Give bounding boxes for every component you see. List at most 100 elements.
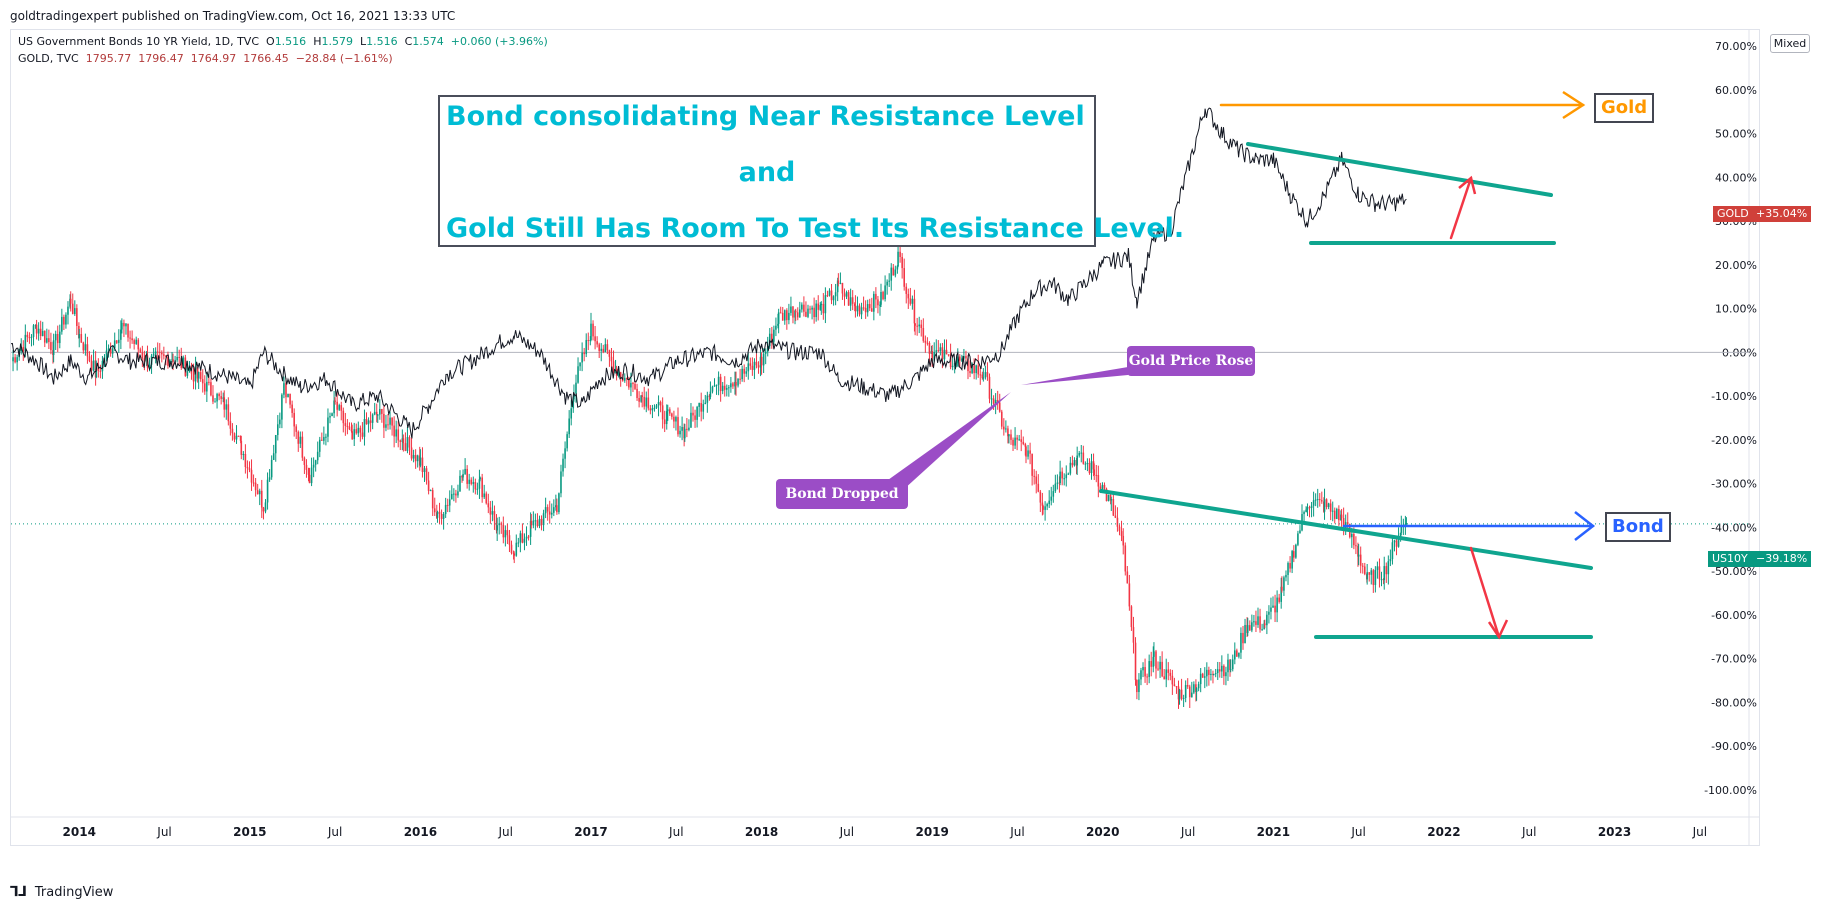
bond-candle-body [24,334,27,352]
bond-candle-body [54,333,57,341]
bond-candle-body [1103,484,1106,489]
bond-candle-body [287,393,289,398]
bond-candle-body [1191,692,1193,698]
x-tick-label: 2021 [1257,825,1290,839]
bond-candle-body [225,404,228,410]
bond-candle-body [397,429,400,441]
bond-candle-body [351,431,353,440]
bond-candle-body [476,488,479,490]
bond-candle-body [121,322,123,330]
bond-candle-body [1203,676,1206,678]
bond-candle-body [1372,570,1375,585]
scale-mode-button[interactable]: Mixed [1770,34,1810,53]
bond-candle-body [781,312,784,321]
bond-candle-body [481,477,483,498]
price-label-gold-symbol: GOLD [1717,207,1749,220]
x-tick-label: Jul [839,825,854,839]
bond-candle-body [325,436,327,438]
bond-candle-body [853,303,856,307]
bond-candle-body [864,307,867,313]
bond-candle-body [197,372,200,379]
bond-candle-body [824,295,827,314]
bond-candle-body [698,402,700,407]
bond-candle-body [404,443,407,451]
bond-candle-body [1177,686,1180,700]
bond-candle-body [90,361,93,371]
bond-candle-body [1281,586,1283,591]
bond-candle-body [1042,505,1044,510]
y-tick-label: -20.00% [1711,434,1757,447]
bond-candle-body [120,329,122,340]
bond-candle-body [655,405,658,408]
x-tick-label: 2016 [404,825,437,839]
bond-candle-body [231,428,234,434]
bond-candle-body [353,429,356,440]
bond-candle-body [681,427,683,431]
bond-candle-body [994,399,997,404]
bond-candle-body [1283,577,1285,591]
y-tick-label: 10.00% [1715,303,1757,316]
bond-candle-body [643,396,646,407]
bond-candle-body [1003,426,1005,430]
bond-candle-body [176,356,178,361]
bond-candle-body [982,377,985,379]
bond-candle-body [604,344,607,353]
bond-candle-body [969,371,971,374]
bond-candle-body [1295,544,1297,558]
bond-candle-body [212,395,214,402]
bond-candle-body [1112,499,1115,516]
bond-candle-body [333,400,335,414]
bond-candle-body [1007,428,1009,437]
bond-candle-body [462,473,464,478]
legend-gold: GOLD, TVC 1795.77 1796.47 1764.97 1766.4… [18,52,393,65]
bond-candle-body [248,468,251,470]
bond-candle-body [587,340,590,342]
bond-candle-body [998,402,1001,412]
bond-candle-body [1193,684,1195,693]
bond-candle-body [783,310,786,321]
bond-candle-body [216,393,218,402]
bond-candle-body [316,451,319,461]
bond-candle-body [513,553,516,556]
bond-candle-body [728,387,730,389]
y-tick-label: -100.00% [1704,784,1757,797]
bond-candle-body [1165,669,1168,680]
footer-brand[interactable]: ⅂⅃ TradingView [10,884,113,900]
bond-candle-body [862,307,865,309]
bond-candle-body [1366,572,1368,580]
bond-candle-body [244,453,247,467]
chart-pane[interactable]: 70.00%60.00%50.00%40.00%30.00%20.00%10.0… [10,29,1760,846]
bond-candle-body [568,418,570,435]
bond-candle-body [41,330,44,336]
bond-candle-body [598,344,600,351]
bond-candle-body [1363,566,1366,575]
bond-candle-body [148,364,151,368]
bond-candle-body [896,266,899,270]
bond-candle-body [986,372,989,377]
bond-candle-body [1069,462,1072,474]
bond-candle-body [1323,499,1326,512]
bond-candle-body [805,311,807,317]
bond-candle-body [393,425,395,437]
bond-candle-body [941,347,944,360]
bond-candle-body [369,420,372,423]
bond-candle-body [956,356,959,361]
bond-candle-body [338,405,341,410]
bond-candle-body [26,334,29,338]
bond-candle-body [1178,689,1181,700]
bond-candle-body [1076,455,1078,466]
bond-candle-body [905,286,908,294]
callout-bond-pointer [881,392,1011,490]
bond-candle-body [1078,453,1081,456]
x-tick-label: 2017 [574,825,607,839]
bond-candle-body [52,340,55,355]
bond-candle-body [1299,530,1301,534]
bond-candle-body [1086,462,1089,464]
bond-candle-body [542,513,545,526]
bond-candle-body [527,536,530,538]
bond-candle-body [451,493,453,500]
bond-candle-body [190,369,193,374]
bond-candle-body [135,339,138,344]
bond-candle-body [811,307,813,310]
bond-candle-body [830,290,833,301]
